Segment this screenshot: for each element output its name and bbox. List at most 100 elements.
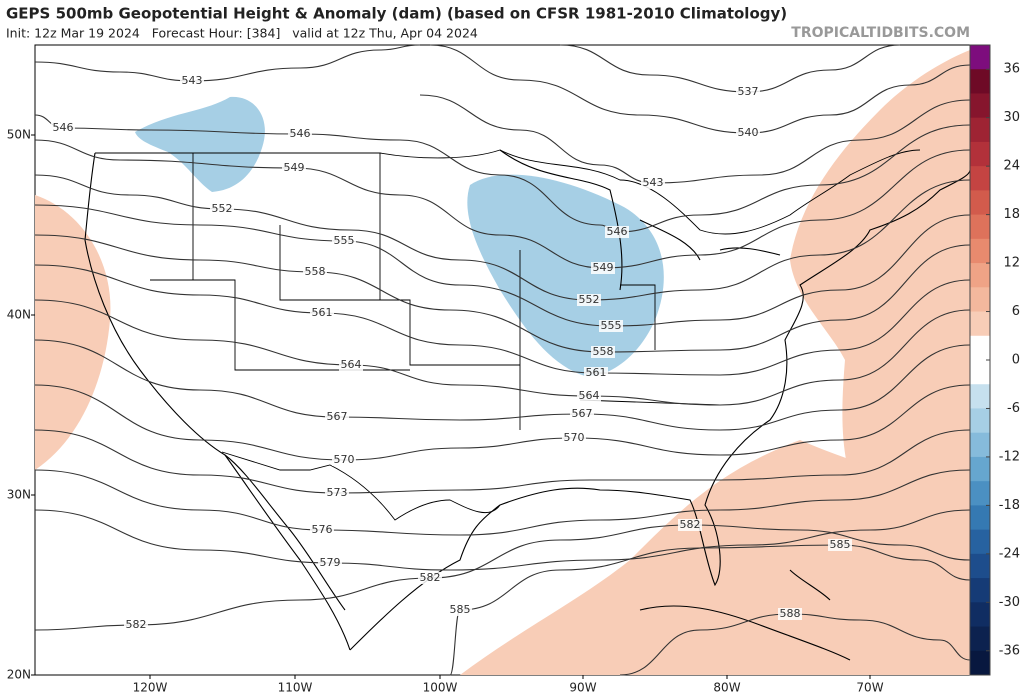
subtitle: Init: 12z Mar 19 2024 Forecast Hour: [38… xyxy=(6,26,478,41)
colorbar-tick-label: 0 xyxy=(1012,353,1020,368)
contour-label-bg xyxy=(584,367,608,379)
contour-label-bg xyxy=(339,359,363,371)
colorbar-segment xyxy=(970,384,990,409)
contour-label: 585 xyxy=(830,538,851,551)
colorbar-segment xyxy=(970,190,990,216)
positive-anomaly xyxy=(460,440,970,675)
negative-anomaly xyxy=(135,96,265,192)
colorbar-segment xyxy=(970,335,990,361)
contour-label-bg xyxy=(310,524,334,536)
contour-label-bg xyxy=(678,519,702,531)
colorbar-tick-label: -36 xyxy=(999,643,1020,658)
contour-line xyxy=(419,94,971,184)
colorbar-tick-label: 12 xyxy=(1003,256,1020,271)
colorbar-segment xyxy=(970,69,990,94)
contour-line xyxy=(34,264,971,376)
colorbar-segment xyxy=(970,45,990,70)
contour-line xyxy=(34,524,971,631)
contour-label-bg xyxy=(332,454,356,466)
contour-label: 564 xyxy=(579,389,600,402)
contour-label-bg xyxy=(288,128,312,140)
contour-label-bg xyxy=(599,320,623,332)
contour-label-bg xyxy=(736,86,760,98)
contour-label-bg xyxy=(325,487,349,499)
contour-label-bg xyxy=(210,203,234,215)
contour-label: 567 xyxy=(327,410,348,423)
contour-line xyxy=(34,429,971,494)
lat-label: 30N xyxy=(7,488,31,502)
contour-label-bg xyxy=(303,266,327,278)
colorbar-tick-label: -12 xyxy=(999,449,1020,464)
contour-label: 561 xyxy=(586,366,607,379)
contour-line xyxy=(34,114,971,233)
lon-label: 120W xyxy=(133,681,168,695)
contour-label-bg xyxy=(124,619,148,631)
colorbar-tick-label: 6 xyxy=(1012,304,1020,319)
contour-label: 552 xyxy=(579,293,600,306)
colorbar-tick-label: 18 xyxy=(1003,207,1020,222)
lon-label: 110W xyxy=(278,681,313,695)
colorbar-tick-label: 24 xyxy=(1003,159,1020,174)
contour-label-bg xyxy=(310,307,334,319)
colorbar-segment xyxy=(970,529,990,555)
contour-label-bg xyxy=(778,608,802,620)
colorbar-segment xyxy=(970,456,990,482)
border xyxy=(95,149,921,235)
contour-label: 567 xyxy=(572,407,593,420)
contour-label: 588 xyxy=(780,607,801,620)
colorbar-segment xyxy=(970,311,990,337)
lat-label: 40N xyxy=(7,308,31,322)
lon-label: 90W xyxy=(569,681,596,695)
contour-label: 549 xyxy=(284,161,305,174)
contour-label: 564 xyxy=(341,358,362,371)
contour-line xyxy=(429,44,971,134)
contour-label: 546 xyxy=(290,127,311,140)
border xyxy=(221,451,501,521)
contour-label: 549 xyxy=(593,261,614,274)
contour-label: 558 xyxy=(593,345,614,358)
contour-label-bg xyxy=(577,294,601,306)
contour-label: 543 xyxy=(643,176,664,189)
contour-label: 561 xyxy=(312,306,333,319)
contour-line xyxy=(34,469,971,536)
contour-label-bg xyxy=(418,572,442,584)
colorbar-segment xyxy=(970,432,990,458)
colorbar-tick-label: -18 xyxy=(999,498,1020,513)
contour-label-bg xyxy=(180,75,204,87)
border xyxy=(150,153,721,430)
contour-line xyxy=(34,299,971,406)
colorbar-segment xyxy=(970,141,990,167)
coastline xyxy=(224,454,346,611)
contour-label: 555 xyxy=(334,234,355,247)
colorbar-tick-label: 36 xyxy=(1003,62,1020,77)
lat-label: 20N xyxy=(7,668,31,682)
lat-label: 50N xyxy=(7,128,31,142)
contour-label-bg xyxy=(51,122,75,134)
contour-label-bg xyxy=(736,127,760,139)
colorbar-tick-label: -30 xyxy=(999,595,1020,610)
contour-label-bg xyxy=(591,262,615,274)
contour-line xyxy=(34,139,971,269)
colorbar-segment xyxy=(970,287,990,313)
contour-label: 579 xyxy=(320,556,341,569)
lon-label: 80W xyxy=(713,681,740,695)
contour-line xyxy=(34,44,421,82)
contour-line xyxy=(619,613,971,676)
positive-anomaly xyxy=(35,195,111,470)
colorbar-segment xyxy=(970,238,990,264)
contour-label-bg xyxy=(828,539,852,551)
contour-label: 582 xyxy=(680,518,701,531)
contour-label-bg xyxy=(332,235,356,247)
contour-line xyxy=(34,174,971,301)
contour-label: 576 xyxy=(312,523,333,536)
contour-label: 537 xyxy=(738,85,759,98)
lon-label: 100W xyxy=(423,681,458,695)
contour-label-bg xyxy=(325,411,349,423)
colorbar-segment xyxy=(970,650,990,676)
coastline xyxy=(84,152,351,651)
contour-label: 540 xyxy=(738,126,759,139)
colorbar-segment xyxy=(970,117,990,143)
contour-label: 558 xyxy=(305,265,326,278)
colorbar-tick-label: 30 xyxy=(1003,110,1020,125)
